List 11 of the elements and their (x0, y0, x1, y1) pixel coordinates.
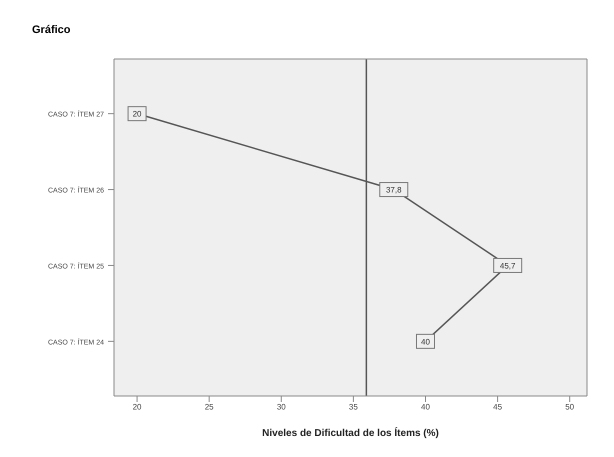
x-tick-label: 50 (565, 402, 575, 412)
data-label: 40 (421, 337, 430, 346)
x-axis-title: Niveles de Dificultad de los Ítems (%) (262, 427, 439, 439)
x-tick-label: 40 (421, 402, 430, 412)
data-label: 20 (132, 110, 142, 119)
x-tick-label: 45 (493, 402, 503, 412)
x-tick-label: 20 (132, 402, 142, 412)
x-tick-label: 30 (276, 402, 286, 412)
chart-title: Gráfico (31, 23, 72, 38)
x-tick-label: 25 (204, 402, 214, 412)
x-tick-label: 35 (348, 402, 358, 412)
